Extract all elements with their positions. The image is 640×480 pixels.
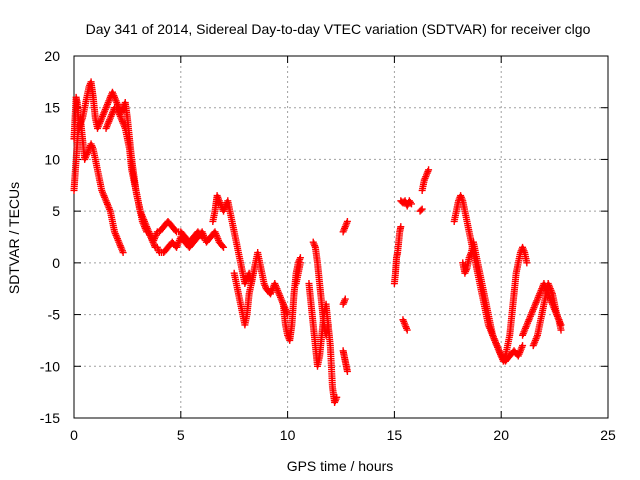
data-point — [310, 240, 318, 248]
data-point — [197, 232, 205, 240]
y-tick-label: -10 — [40, 358, 60, 374]
x-tick-label: 0 — [70, 427, 78, 443]
data-point — [340, 299, 348, 307]
y-tick-label: 0 — [52, 255, 60, 271]
data-point — [296, 259, 304, 267]
x-tick-label: 5 — [177, 427, 185, 443]
y-tick-label: 15 — [44, 100, 60, 116]
data-point — [198, 233, 206, 241]
y-axis-label: SDTVAR / TECUs — [6, 182, 22, 294]
grid-lines — [74, 56, 608, 418]
data-point — [324, 321, 332, 329]
data-point — [333, 393, 341, 401]
data-point — [249, 269, 257, 277]
data-point — [418, 205, 426, 213]
data-point — [220, 243, 228, 251]
y-tick-label: -5 — [48, 307, 61, 323]
x-axis-label: GPS time / hours — [287, 458, 394, 474]
data-point — [171, 227, 179, 235]
x-tick-label: 15 — [387, 427, 403, 443]
data-points — [70, 78, 565, 406]
data-point — [403, 326, 411, 334]
y-tick-label: 5 — [52, 203, 60, 219]
data-point — [311, 242, 319, 250]
y-tick-label: 10 — [44, 151, 60, 167]
data-point — [341, 295, 349, 303]
chart-title: Day 341 of 2014, Sidereal Day-to-day VTE… — [86, 21, 591, 37]
data-point — [519, 342, 527, 350]
data-point — [119, 249, 127, 257]
data-point — [407, 200, 415, 208]
x-tick-label: 25 — [600, 427, 616, 443]
data-point — [343, 217, 351, 225]
data-point — [397, 223, 405, 231]
series-sdtvar — [70, 78, 565, 406]
data-point — [417, 206, 425, 214]
x-tick-label: 10 — [280, 427, 296, 443]
y-tick-label: -15 — [40, 410, 60, 426]
data-point — [406, 198, 414, 206]
x-tick-label: 20 — [493, 427, 509, 443]
plot-frame — [73, 55, 609, 419]
data-point — [218, 242, 226, 250]
data-point — [343, 367, 351, 375]
axis-ticks: 0 5 10 15 20 25 -15 -10 -5 0 5 10 15 20 — [40, 48, 616, 443]
data-point — [557, 326, 565, 334]
y-tick-label: 20 — [44, 48, 60, 64]
data-point — [341, 297, 349, 305]
data-point — [425, 166, 433, 174]
data-point — [523, 259, 531, 267]
